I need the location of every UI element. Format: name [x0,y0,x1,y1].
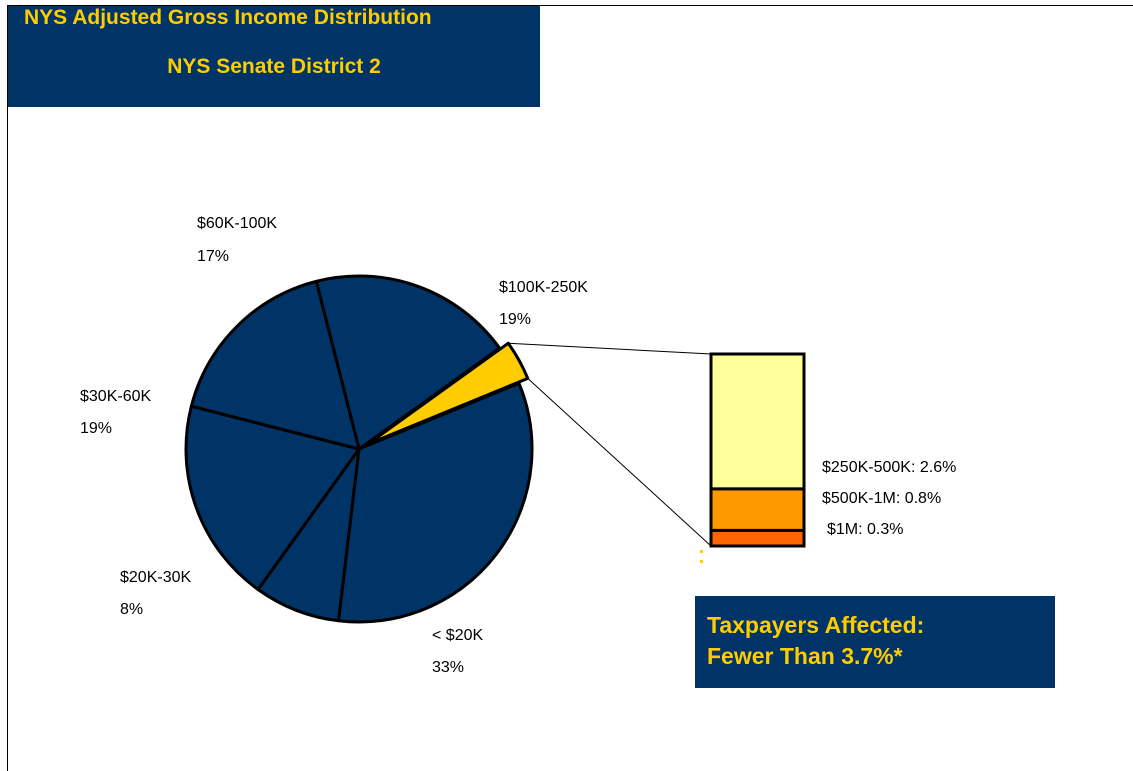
slice-label-name-under-20k: < $20K [432,627,483,644]
slice-label-pct-100k-250k: 19% [499,311,531,328]
pie-slices [184,274,534,624]
slice-label-pct-20k-30k: 8% [120,601,143,618]
pie-slice-30k-60k [184,404,361,591]
slide-border-top [7,5,1133,6]
breakout-connectors [508,342,712,547]
affected-line2: Fewer Than 3.7%* [707,643,903,669]
bar-label-1m: $1M: 0.3% [827,521,903,538]
decor-dot-top [700,550,703,553]
connector-line-top [508,342,712,355]
bar-segment-250k-500k [709,352,806,491]
pie-slice-20k [336,381,534,624]
slice-label-pct-60k-100k: 17% [197,248,229,265]
slice-label-pct-under-20k: 33% [432,659,464,676]
chart-subtitle: NYS Senate District 2 [167,55,381,78]
bar-segment-1m [709,528,806,548]
slide-border-left [7,5,8,771]
bar-label-500k-1m: $500K-1M: 0.8% [822,490,941,507]
slice-label-name-60k-100k: $60K-100K [197,215,277,232]
pie-slice-60k-100k [189,279,361,451]
decor-dot-bottom [700,560,703,563]
slice-label-pct-30k-60k: 19% [80,420,112,437]
connector-line-bottom [527,378,712,547]
pie-slice-100k-250k [314,274,502,451]
title-banner [8,6,540,107]
affected-text: Taxpayers Affected: Fewer Than 3.7%* [707,610,924,672]
chart-title: NYS Adjusted Gross Income Distribution [24,6,432,29]
bar-label-250k-500k: $250K-500K: 2.6% [822,459,956,476]
breakout-bar [709,352,806,548]
slice-label-name-30k-60k: $30K-60K [80,388,151,405]
affected-line1: Taxpayers Affected: [707,612,925,638]
bar-segment-500k-1m [709,487,806,532]
affected-callout: Taxpayers Affected: Fewer Than 3.7%* [695,596,1055,688]
slice-label-name-100k-250k: $100K-250K [499,279,588,296]
slice-label-name-20k-30k: $20K-30K [120,569,191,586]
